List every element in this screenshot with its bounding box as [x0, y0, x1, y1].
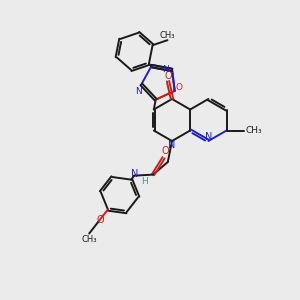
Text: O: O — [164, 71, 172, 81]
Text: N: N — [205, 132, 212, 142]
Text: O: O — [162, 146, 170, 156]
Text: CH₃: CH₃ — [245, 126, 262, 135]
Text: CH₃: CH₃ — [82, 235, 97, 244]
Text: N: N — [162, 64, 169, 74]
Text: N: N — [135, 87, 142, 96]
Text: N: N — [168, 140, 176, 150]
Text: H: H — [141, 177, 148, 186]
Text: O: O — [175, 83, 182, 92]
Text: O: O — [96, 215, 104, 225]
Text: N: N — [130, 169, 138, 178]
Text: CH₃: CH₃ — [160, 31, 175, 40]
